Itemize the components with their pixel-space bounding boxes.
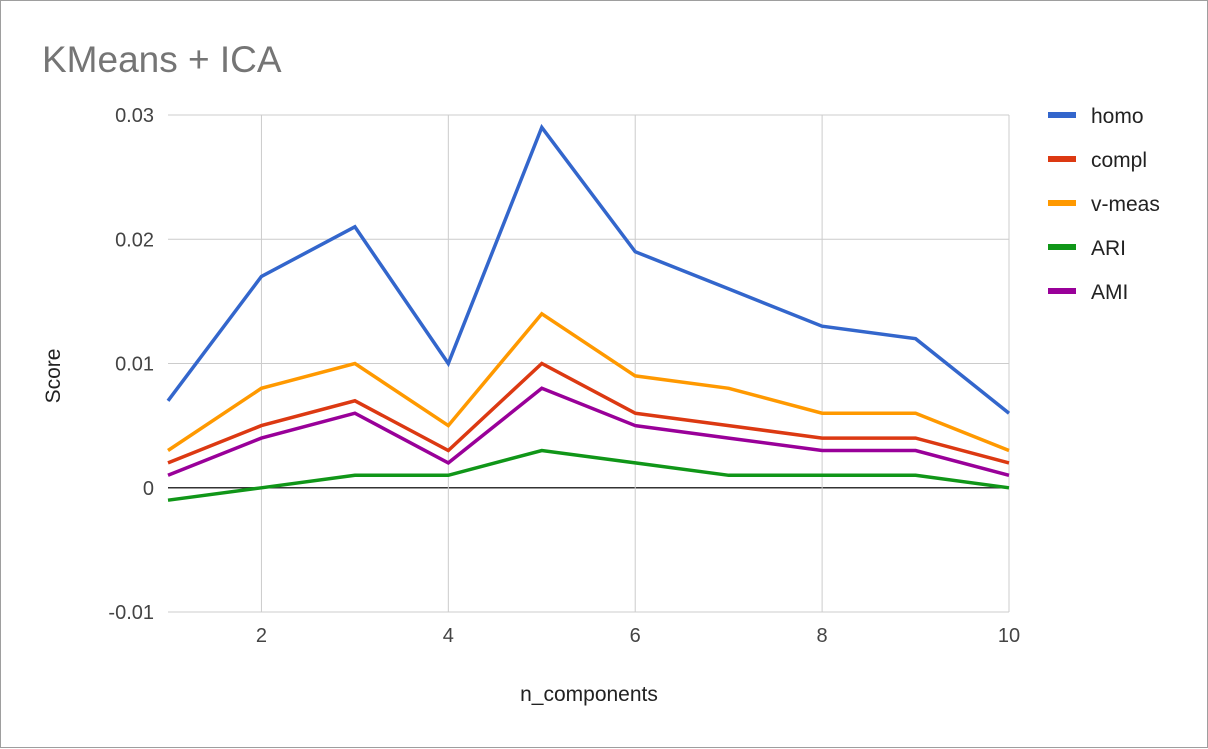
legend-swatch-compl xyxy=(1048,156,1076,162)
series-line-ARI xyxy=(167,448,1010,502)
tick-labels: 0.03 0.02 0.01 0 -0.01 2 4 6 8 10 xyxy=(108,105,1020,647)
legend-label-AMI: AMI xyxy=(1091,281,1128,304)
x-tick-label: 6 xyxy=(630,625,641,647)
series-line-compl xyxy=(167,361,1010,465)
legend-label-v-meas: v-meas xyxy=(1091,193,1160,216)
x-tick-label: 8 xyxy=(817,625,828,647)
series-line-AMI xyxy=(167,386,1010,477)
legend-swatch-v-meas xyxy=(1048,200,1076,206)
x-tick-label: 4 xyxy=(443,625,454,647)
series-lines xyxy=(166,123,1011,502)
legend-swatch-AMI xyxy=(1048,288,1076,294)
y-tick-label: 0.01 xyxy=(115,354,154,376)
legend-label-compl: compl xyxy=(1091,149,1147,172)
x-axis-title: n_components xyxy=(520,683,658,706)
legend-label-ARI: ARI xyxy=(1091,237,1126,260)
x-tick-label: 10 xyxy=(998,625,1020,647)
y-axis-title: Score xyxy=(42,349,65,404)
y-tick-label: 0 xyxy=(143,478,154,500)
x-tick-label: 2 xyxy=(256,625,267,647)
legend-label-homo: homo xyxy=(1091,105,1144,128)
series-line-homo xyxy=(166,123,1011,415)
y-tick-label: -0.01 xyxy=(108,602,154,624)
grid xyxy=(168,114,1010,613)
legend-swatch-homo xyxy=(1048,112,1076,118)
y-tick-label: 0.02 xyxy=(115,229,154,251)
series-line-v-meas xyxy=(167,311,1010,453)
legend: homo compl v-meas ARI AMI xyxy=(1048,105,1160,304)
legend-swatch-ARI xyxy=(1048,244,1076,250)
y-tick-label: 0.03 xyxy=(115,105,154,127)
chart-title: KMeans + ICA xyxy=(42,39,282,80)
